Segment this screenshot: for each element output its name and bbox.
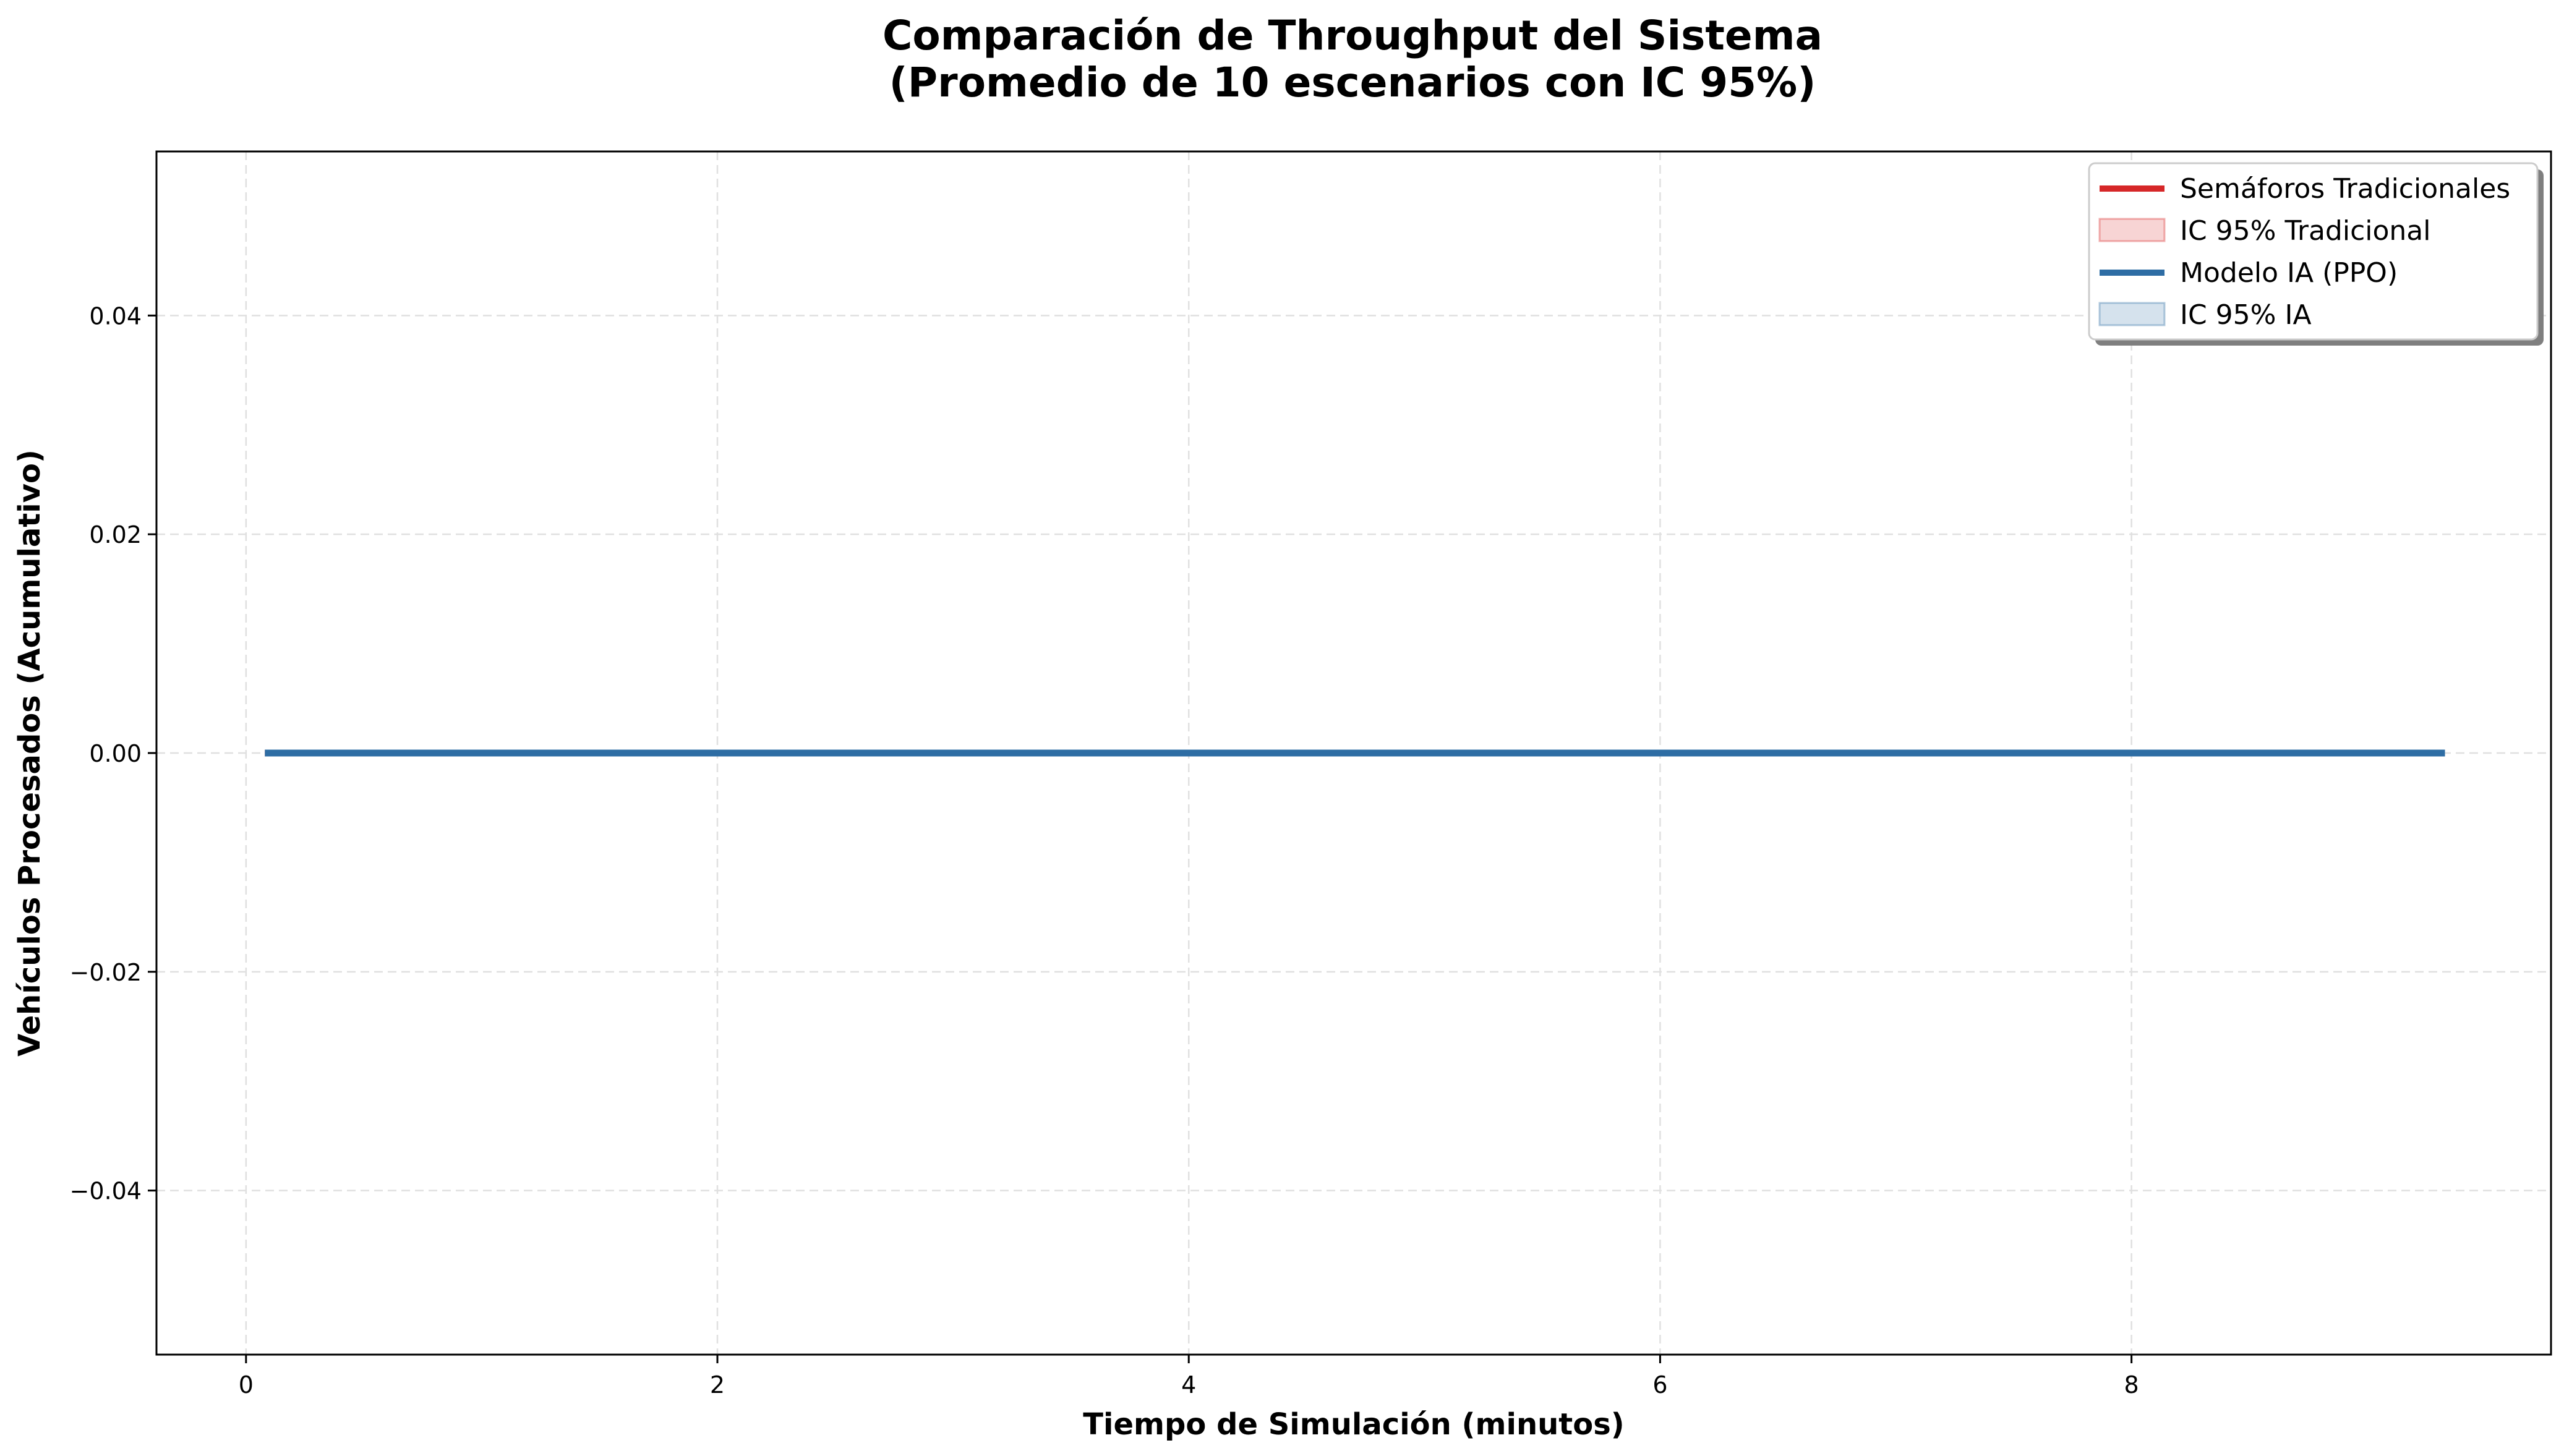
legend-label-ci-traditional: IC 95% Tradicional bbox=[2180, 215, 2431, 247]
y-axis-label: Vehículos Procesados (Acumulativo) bbox=[12, 449, 47, 1057]
legend-box bbox=[2088, 162, 2539, 341]
y-tick-label: −0.04 bbox=[70, 1178, 142, 1205]
x-tick-label: 4 bbox=[1181, 1371, 1196, 1399]
legend-label-ai: Modelo IA (PPO) bbox=[2180, 257, 2398, 289]
legend: Semáforos Tradicionales IC 95% Tradicion… bbox=[2088, 162, 2544, 346]
x-axis-label: Tiempo de Simulación (minutos) bbox=[1083, 1407, 1624, 1442]
y-tick-label: 0.04 bbox=[89, 302, 142, 330]
legend-label-traditional: Semáforos Tradicionales bbox=[2180, 173, 2510, 205]
x-tick-label: 6 bbox=[1652, 1371, 1667, 1399]
y-tick-label: −0.02 bbox=[70, 959, 142, 986]
legend-patch-ci-ai bbox=[2098, 302, 2166, 326]
y-tick-label: 0.02 bbox=[89, 521, 142, 548]
axis-ticks: 0 2 4 6 8 −0.04 −0.02 0.00 0.02 0.04 bbox=[70, 302, 2139, 1399]
x-tick-label: 8 bbox=[2124, 1371, 2139, 1399]
x-tick-label: 2 bbox=[710, 1371, 725, 1399]
legend-label-ci-ai: IC 95% IA bbox=[2180, 299, 2312, 331]
x-tick-label: 0 bbox=[239, 1371, 254, 1399]
legend-patch-ci-traditional bbox=[2098, 218, 2166, 242]
y-tick-label: 0.00 bbox=[89, 740, 142, 767]
chart-subtitle: (Promedio de 10 escenarios con IC 95%) bbox=[889, 59, 1816, 106]
chart-title: Comparación de Throughput del Sistema bbox=[882, 12, 1823, 59]
